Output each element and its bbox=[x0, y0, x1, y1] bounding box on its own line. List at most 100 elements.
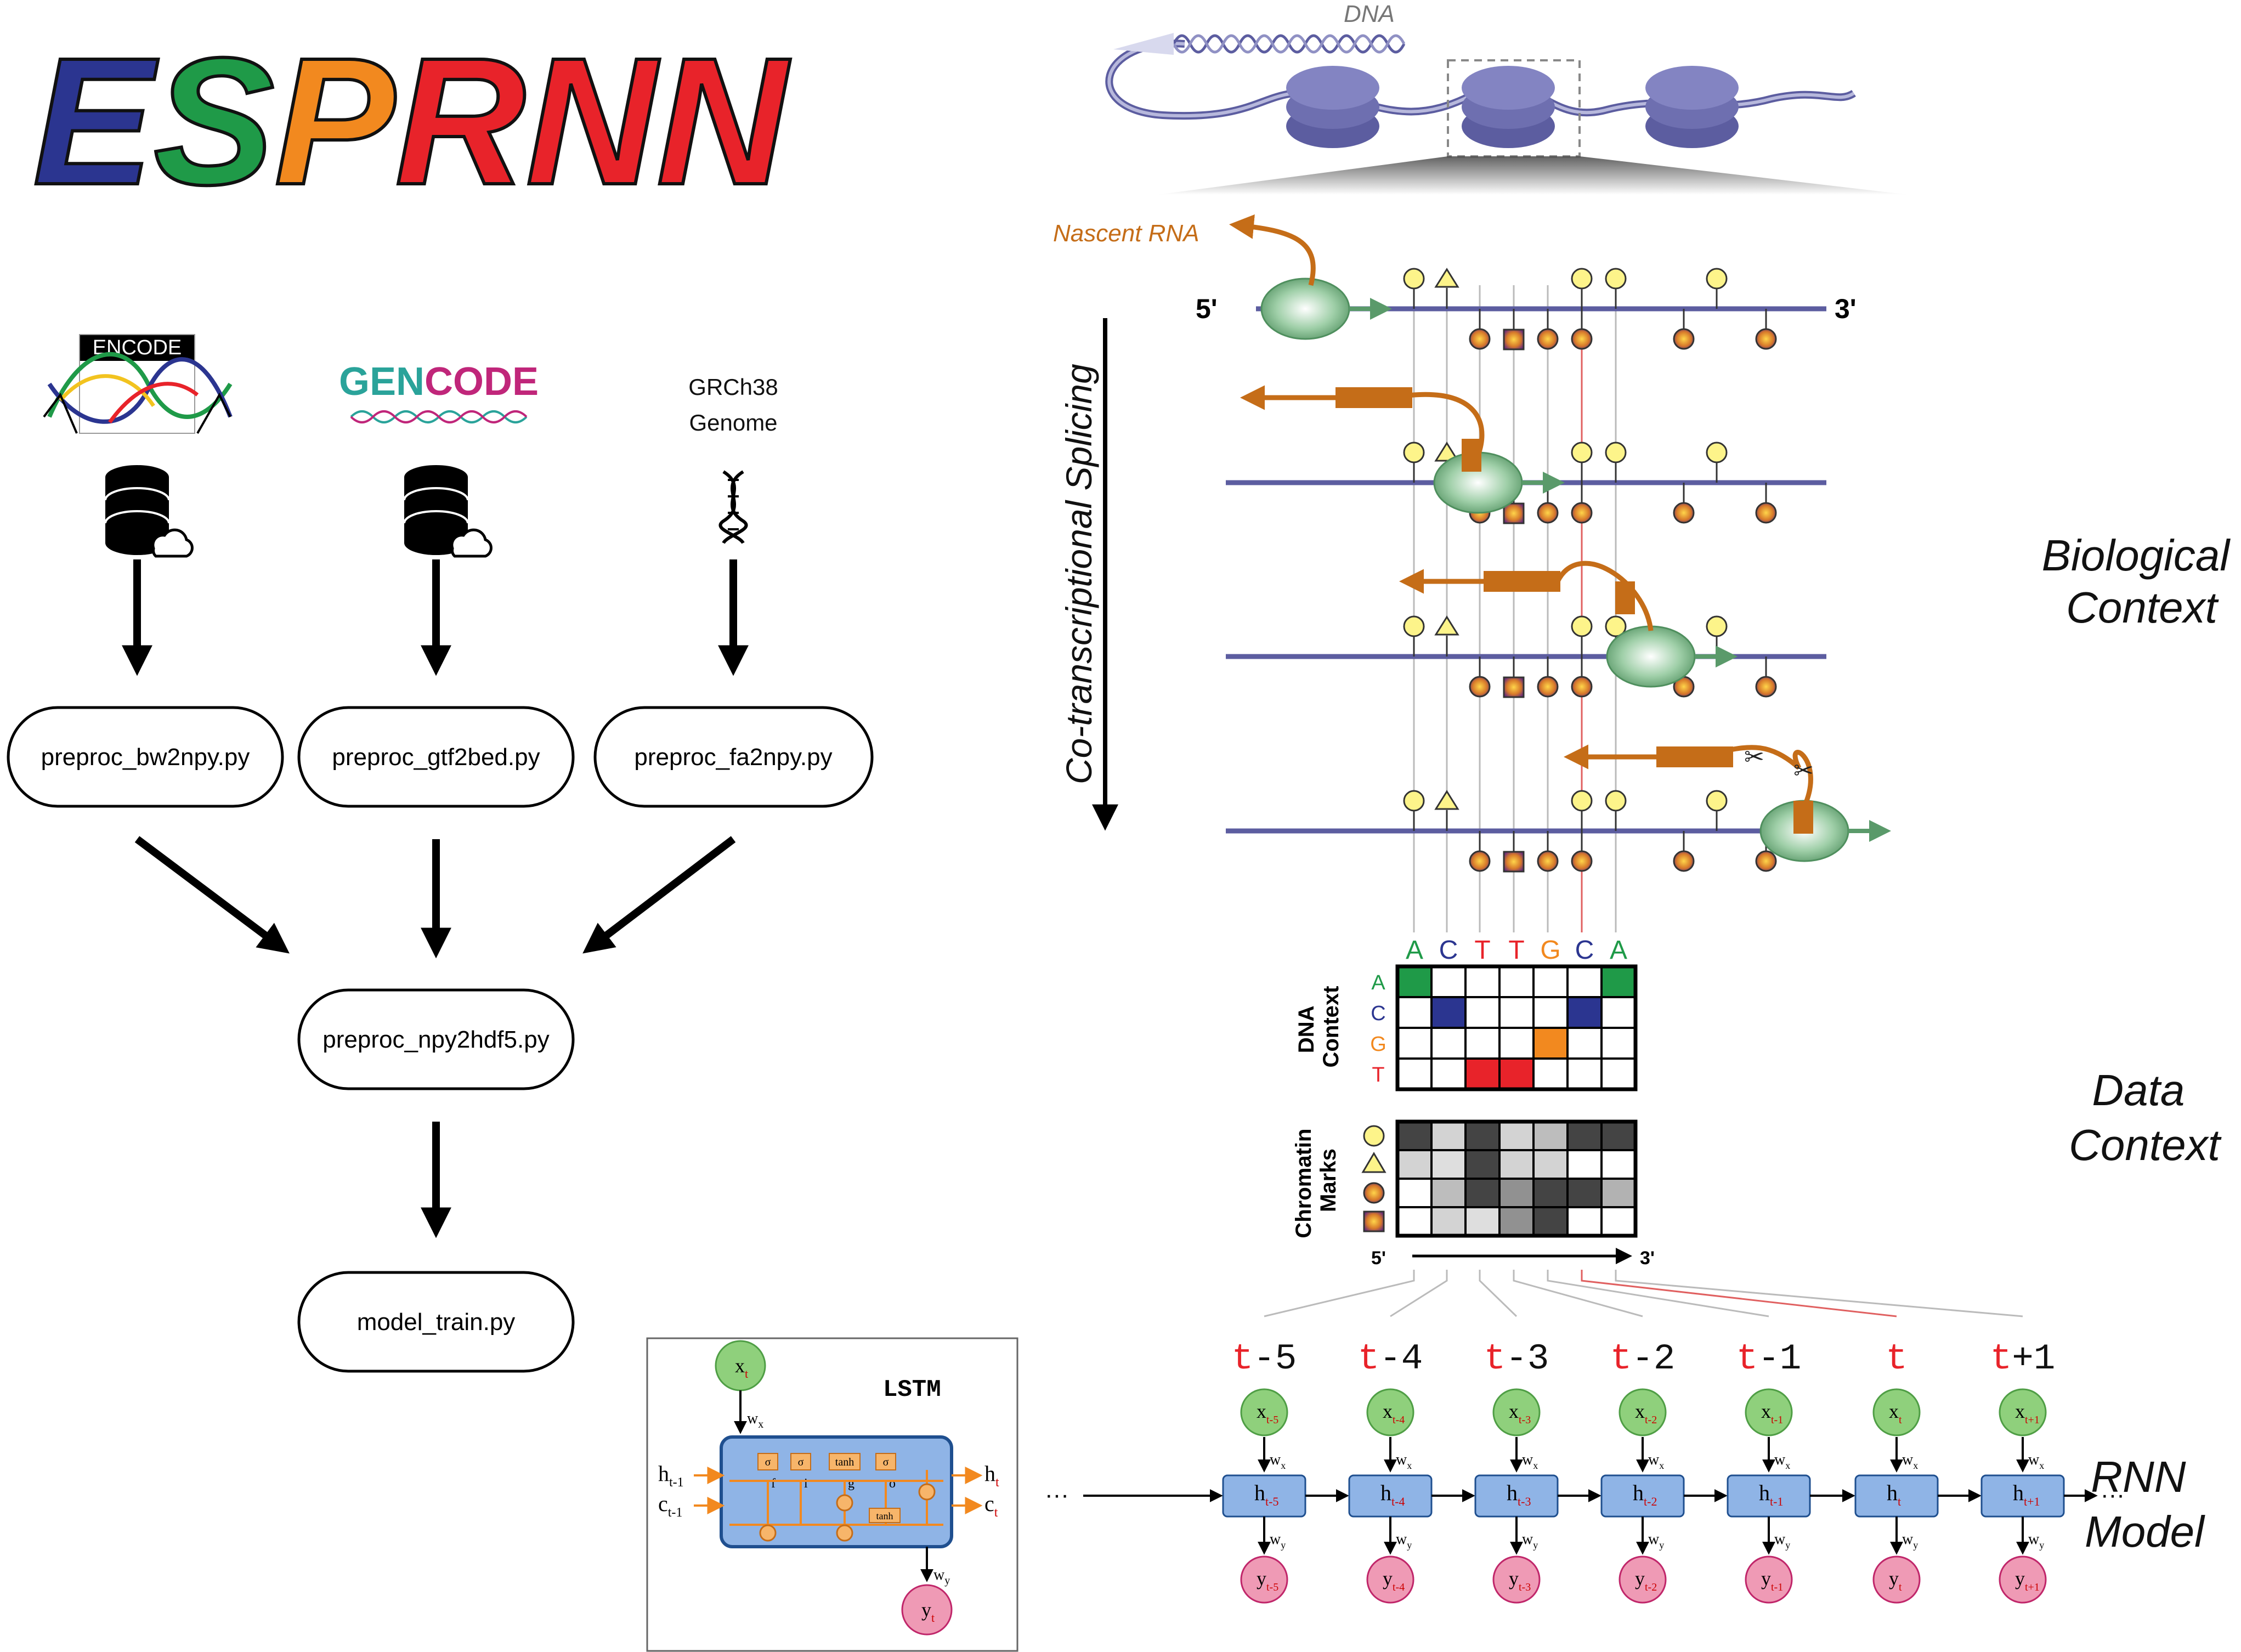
dna-grid-cell bbox=[1532, 1027, 1569, 1060]
output-node-label: yt-3 bbox=[1509, 1568, 1531, 1593]
rnn-unrolled: t-5 xt-5 wx ht-5 wy yt-5 t-4 xt-4 wx ht-4 wy yt-4 t-… bbox=[1045, 1338, 2125, 1604]
chromatin-mark-circle bbox=[1403, 615, 1425, 637]
dna-grid-cell bbox=[1532, 996, 1569, 1029]
rna-polymerase bbox=[1606, 625, 1696, 688]
grid-to-rnn-connectors bbox=[1264, 1270, 2023, 1317]
chromatin-grid-cell bbox=[1600, 1121, 1637, 1151]
chromatin-mark-circle bbox=[1571, 615, 1593, 637]
output-node-label: yt-5 bbox=[1257, 1568, 1278, 1593]
output-node bbox=[1366, 1555, 1414, 1604]
chromatin-mark-gradient-circle bbox=[1571, 850, 1593, 872]
timestep-label: t+1 bbox=[1990, 1338, 2056, 1379]
lstm-c-in-var: c bbox=[658, 1491, 668, 1516]
weight-wy-label: wy bbox=[1270, 1531, 1286, 1551]
hidden-state-label: ht+1 bbox=[2013, 1480, 2040, 1508]
connector-line bbox=[1581, 1270, 1897, 1317]
dna-row-label: G bbox=[1370, 1033, 1387, 1056]
chromatin-mark-gradient-circle bbox=[1469, 676, 1491, 698]
nascent-rna-label: Nascent RNA bbox=[1053, 220, 1199, 247]
lstm-title: LSTM bbox=[883, 1376, 941, 1404]
sequence-letter: A bbox=[1610, 936, 1627, 965]
exon-block bbox=[1484, 571, 1560, 592]
weight-wy-label: wy bbox=[2028, 1531, 2044, 1551]
input-node bbox=[1999, 1388, 2047, 1436]
lstm-gate-symbol: σ bbox=[798, 1456, 804, 1468]
lstm-output-sub: t bbox=[931, 1611, 935, 1625]
co-transcriptional-splicing-label: Co-transcriptional Splicing bbox=[1059, 364, 1099, 784]
dna-grid-cell bbox=[1498, 965, 1535, 998]
weight-wx-label: wx bbox=[1774, 1451, 1790, 1471]
step-npy2hdf5: preproc_npy2hdf5.py bbox=[297, 988, 575, 1090]
dna-grid-cell bbox=[1396, 965, 1433, 998]
weight-wx-label: wx bbox=[1270, 1451, 1286, 1471]
chromatin-mark-gradient-circle bbox=[1537, 328, 1559, 350]
lstm-h-in-var: h bbox=[658, 1461, 669, 1486]
chromatin-grid-cell bbox=[1396, 1121, 1433, 1151]
grch38-line1: GRCh38 bbox=[688, 374, 778, 400]
chromatin-grid-cell bbox=[1498, 1121, 1535, 1151]
lstm-h-out-label: ht bbox=[984, 1461, 999, 1490]
encode-logo: ENCODE bbox=[43, 334, 233, 434]
lstm-add-op bbox=[836, 1524, 853, 1542]
dna-label: DNA bbox=[1344, 1, 1395, 27]
chromatin-axis-end: 3' bbox=[1640, 1248, 1655, 1269]
input-node-label: xt-2 bbox=[1635, 1400, 1657, 1426]
step-train: model_train.py bbox=[297, 1271, 575, 1373]
chromatin-grid-cell bbox=[1498, 1206, 1535, 1237]
dna-row-label: T bbox=[1372, 1063, 1384, 1087]
sequence-letter: C bbox=[1439, 936, 1458, 965]
step-bw2npy-label: preproc_bw2npy.py bbox=[41, 744, 250, 771]
lstm-h-in-label: ht-1 bbox=[658, 1461, 684, 1490]
section-rnn-line2: Model bbox=[2085, 1507, 2205, 1556]
lstm-h-out-sub: t bbox=[995, 1475, 999, 1490]
weight-wx-label: wx bbox=[2028, 1451, 2044, 1471]
step-train-label: model_train.py bbox=[357, 1309, 516, 1336]
chromatin-grid-cell bbox=[1566, 1121, 1603, 1151]
chromatin-grid-cell bbox=[1566, 1149, 1603, 1180]
gencode-logo: GENCODE bbox=[339, 360, 539, 423]
lstm-c-out-var: c bbox=[984, 1491, 994, 1516]
chromatin-mark-gradient-circle bbox=[1571, 502, 1593, 524]
timestep-label: t-3 bbox=[1484, 1338, 1549, 1379]
lstm-wy-var: w bbox=[933, 1566, 945, 1583]
dna-grid-cell bbox=[1464, 1027, 1501, 1060]
chromatin-mark-square bbox=[1503, 851, 1525, 873]
lstm-c-out-label: ct bbox=[984, 1491, 998, 1520]
chromatin-grid-cell bbox=[1532, 1206, 1569, 1237]
lstm-internal-lines bbox=[729, 1470, 943, 1526]
nascent-rna-strand bbox=[1399, 561, 1654, 631]
exon-block bbox=[1793, 801, 1813, 834]
section-biological-line1: Biological bbox=[2042, 531, 2231, 580]
dna-grid-cell bbox=[1464, 965, 1501, 998]
chromatin-mark-gradient-circle bbox=[1673, 328, 1695, 350]
dna-row-label: A bbox=[1371, 971, 1385, 994]
chromatin-mark-gradient-circle bbox=[1673, 502, 1695, 524]
output-node-label: yt+1 bbox=[2015, 1568, 2040, 1593]
chromatin-mark-circle bbox=[1706, 615, 1728, 637]
chromatin-grid-cell bbox=[1396, 1149, 1433, 1180]
esprnn-logo: ESPRNN bbox=[33, 20, 792, 222]
input-node-label: xt+1 bbox=[2015, 1400, 2040, 1426]
input-node-label: xt-5 bbox=[1257, 1400, 1278, 1426]
output-node bbox=[1240, 1555, 1288, 1604]
grch38-label: GRCh38 bbox=[688, 374, 778, 400]
output-node bbox=[1745, 1555, 1793, 1604]
chromatin-grid-cell bbox=[1498, 1178, 1535, 1208]
hidden-state-label: ht-4 bbox=[1380, 1480, 1405, 1508]
dna-grid-cell bbox=[1532, 965, 1569, 998]
chromatin-mark-circle bbox=[1571, 790, 1593, 812]
lstm-h-out-var: h bbox=[984, 1461, 995, 1486]
lstm-c-in-sub: t-1 bbox=[668, 1506, 683, 1520]
dna-grid-cell bbox=[1600, 996, 1637, 1029]
nucleosome bbox=[1286, 66, 1379, 148]
logo-letter: P bbox=[274, 20, 396, 222]
zoom-fan bbox=[1157, 156, 1909, 195]
chromatin-grid-cell bbox=[1600, 1206, 1637, 1237]
dna-grid-cell bbox=[1566, 1027, 1603, 1060]
weight-wx-label: wx bbox=[1396, 1451, 1412, 1471]
section-rnn-line1: RNN bbox=[2091, 1452, 2186, 1501]
ellipsis-left: ··· bbox=[1045, 1481, 1069, 1508]
nascent-rna-strand bbox=[1229, 214, 1316, 286]
